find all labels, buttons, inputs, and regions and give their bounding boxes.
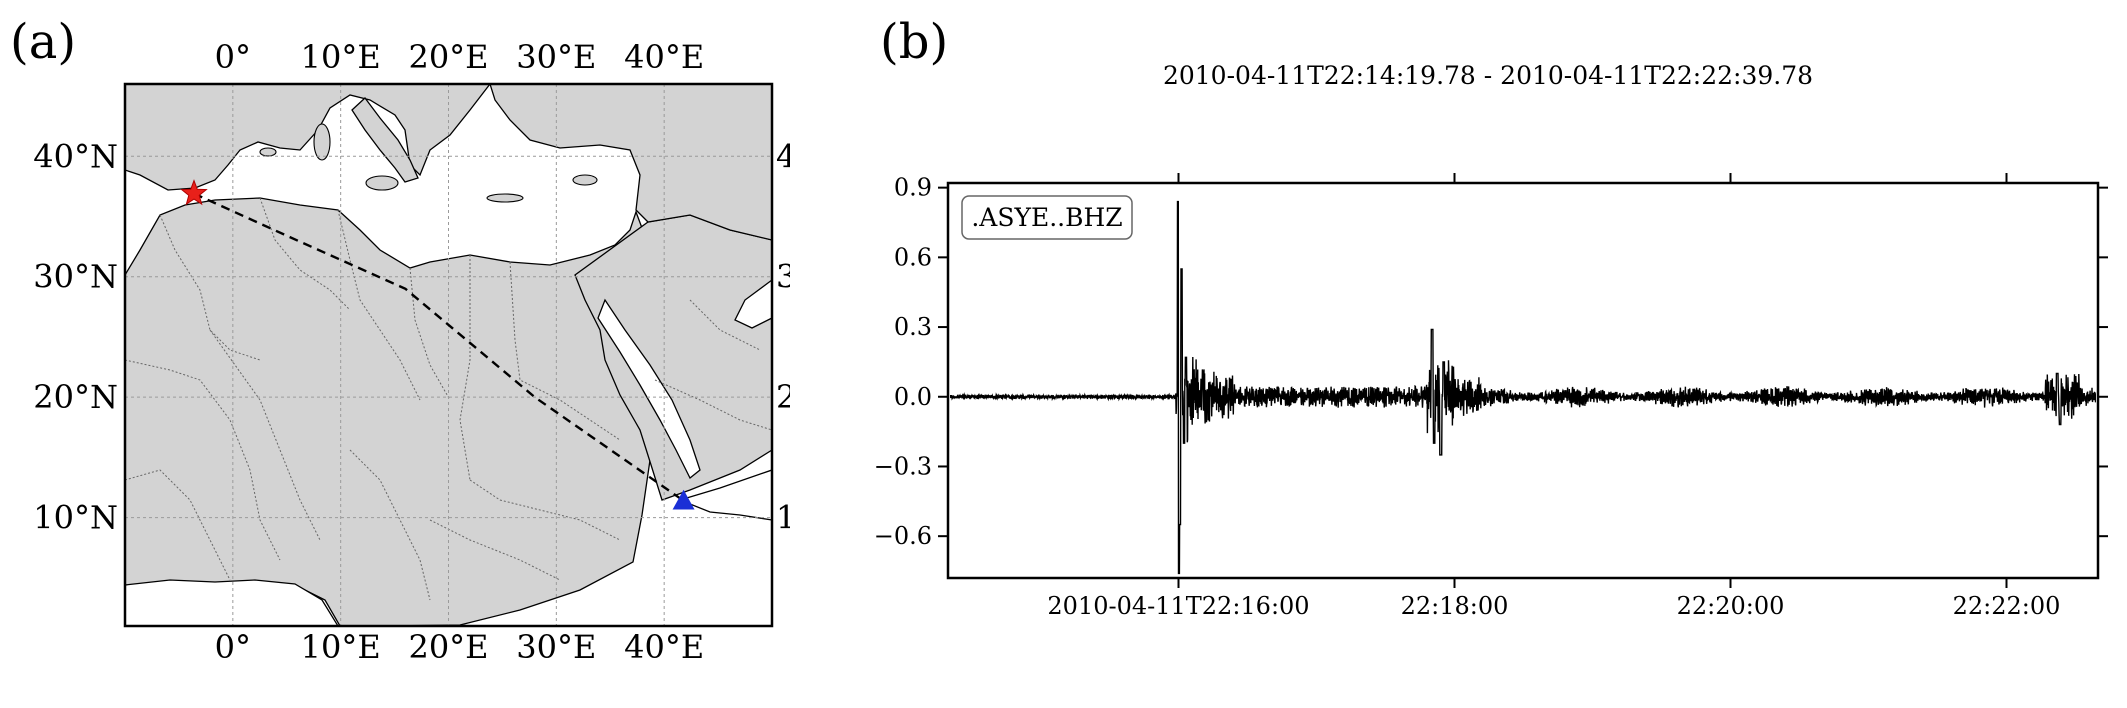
trace-label-box [961,195,1133,240]
seismogram-panel: (b) 2010-04-11T22:14:19.78 - 2010-04-11T… [874,14,2108,620]
lon-ticks-bottom: 0° 10°E 20°E 30°E 40°E [215,628,705,666]
y-axis-ticks: 0.9 0.6 0.3 0.0 −0.3 −0.6 [874,174,2108,550]
gulf-of-guinea [125,579,339,626]
x-axis-ticks: 2010-04-11T22:16:00 22:18:00 22:20:00 22:22… [1047,173,2060,620]
land-europe [125,84,491,191]
lon-tick-label-bottom: 40°E [624,628,704,666]
land-anatolia [489,84,772,241]
lon-ticks-top: 0° 10°E 20°E 30°E 40°E [215,38,705,76]
seismogram-axes [946,181,2100,580]
panel-b-label: (b) [880,14,948,70]
y-tick-label: 0.9 [894,174,932,202]
lon-tick-label-top: 0° [215,38,251,76]
lat-tick-label-right: 40°N [776,137,790,175]
y-tick-label: −0.3 [874,452,932,480]
x-tick-label: 22:20:00 [1677,592,1785,620]
persian-gulf [734,279,772,329]
y-tick-label: 0.0 [894,383,932,411]
country-borders [125,197,772,601]
seismogram-trace [950,200,2096,575]
event-star-icon [180,179,208,206]
gulf-of-aden [678,469,772,521]
lat-tick-label-right: 20°N [776,378,790,416]
y-tick-label: 0.3 [894,313,932,341]
lat-tick-label-right: 30°N [776,258,790,296]
lat-tick-label-left: 40°N [33,137,118,175]
station-triangle-icon [672,489,695,510]
y-tick-label: 0.6 [894,243,932,271]
lon-tick-label-bottom: 0° [215,628,251,666]
trace-label: .ASYE..BHZ [971,203,1122,232]
lat-tick-label-left: 20°N [33,378,118,416]
panel-a-label: (a) [10,14,76,70]
x-tick-label: 22:22:00 [1953,592,2061,620]
x-tick-label: 2010-04-11T22:16:00 [1047,592,1309,620]
lon-tick-label-top: 40°E [624,38,704,76]
lat-tick-label-right: 10°N [776,499,790,537]
lon-tick-label-top: 10°E [301,38,381,76]
red-sea [597,298,701,480]
island-sardinia [313,123,331,161]
lon-tick-label-bottom: 20°E [408,628,488,666]
island-majorca [259,147,277,157]
y-tick-label: −0.6 [874,522,932,550]
lon-tick-label-bottom: 30°E [516,628,596,666]
lat-tick-label-left: 30°N [33,258,118,296]
lat-ticks-right: 40°N 30°N 20°N 10°N [776,137,790,536]
island-crete [486,193,524,203]
map-panel: (a) [10,14,790,666]
lon-tick-label-bottom: 10°E [301,628,381,666]
land-italy [351,97,419,183]
seismogram-title: 2010-04-11T22:14:19.78 - 2010-04-11T22:2… [1163,61,1813,90]
lon-tick-label-top: 20°E [408,38,488,76]
map-frame [123,82,774,628]
island-cyprus [572,174,598,186]
lon-tick-label-top: 30°E [516,38,596,76]
lat-ticks-left: 40°N 30°N 20°N 10°N [33,137,118,536]
island-sicily [365,175,399,191]
map-graticule [125,84,772,626]
ray-path [193,192,685,502]
lat-tick-label-left: 10°N [33,499,118,537]
x-tick-label: 22:18:00 [1401,592,1509,620]
